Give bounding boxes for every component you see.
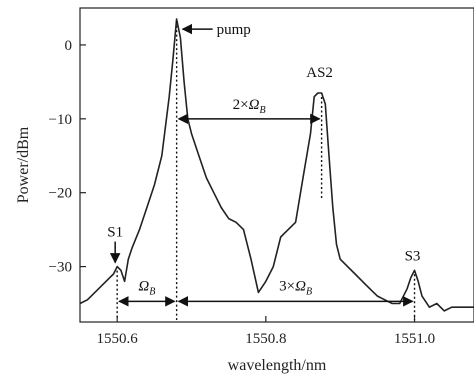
s3-label: S3: [405, 248, 421, 264]
y-tick-label: −20: [49, 186, 72, 202]
y-tick-label: −30: [49, 260, 72, 276]
tick-group: 1550.6 1550.8 1551.0 0 −10 −20 −30: [49, 38, 436, 347]
x-tick-label: 1550.6: [97, 331, 139, 347]
x-tick-label: 1551.0: [394, 331, 435, 347]
as2-label: AS2: [306, 65, 333, 81]
y-tick-label: 0: [65, 38, 73, 54]
spectrum-line: [79, 18, 474, 312]
y-axis-label: Power/dBm: [15, 126, 32, 203]
span-3-omega-label: 3×ΩB: [279, 278, 312, 297]
y-tick-label: −10: [49, 112, 72, 128]
plot-frame: [79, 7, 474, 323]
pump-label: pump: [217, 22, 251, 38]
span-2-omega-label: 2×ΩB: [233, 97, 266, 116]
annotation-group: pump AS2 S1 S3 2×ΩB ΩB 3×ΩB: [107, 21, 420, 320]
x-tick-label: 1550.8: [245, 331, 286, 347]
s1-label: S1: [107, 225, 123, 241]
span-1-omega-label: ΩB: [138, 278, 155, 297]
x-axis-label: wavelength/nm: [228, 357, 327, 374]
